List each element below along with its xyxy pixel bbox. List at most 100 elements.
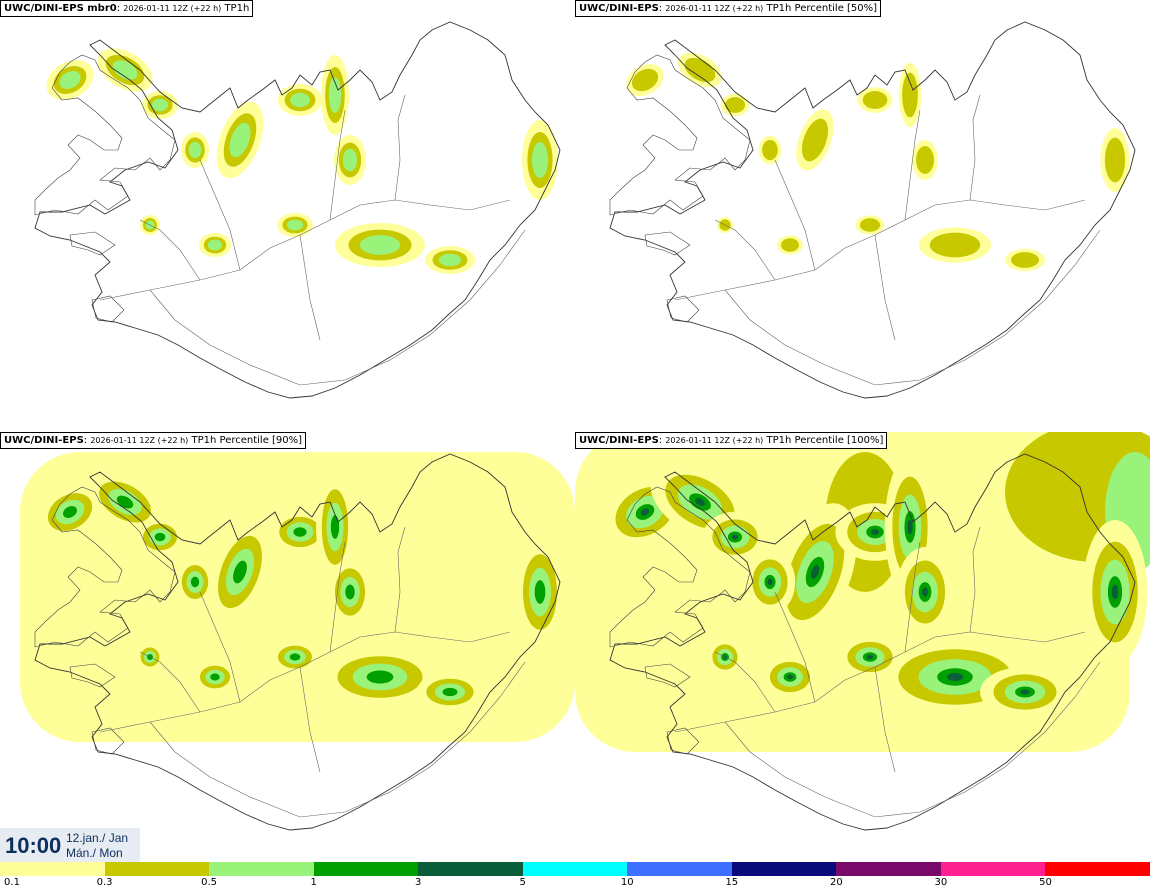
- precip-scale-labels: 0.1 0.3 0.5 1 3 5 10 15 20 30 50: [0, 876, 1150, 891]
- road-line: [969, 94, 981, 201]
- panel-product: TP1h Percentile [100%]: [766, 435, 884, 446]
- precip-cell: [207, 239, 223, 251]
- road-line: [774, 591, 816, 703]
- road-line: [199, 591, 241, 703]
- panel-product: TP1h Percentile [50%]: [766, 3, 878, 14]
- precip-cell: [293, 527, 307, 537]
- valid-date: 12.jan./ Jan: [66, 831, 129, 845]
- precip-cell: [210, 673, 220, 681]
- road-line: [714, 219, 776, 281]
- road-line: [139, 651, 201, 713]
- precip-cell: [112, 60, 138, 80]
- panel-model: UWC/DINI-EPS: [579, 435, 659, 446]
- road-line: [139, 219, 201, 281]
- panel-title: UWC/DINI-EPS: 2026-01-11 12Z (+22 h) TP1…: [0, 432, 307, 449]
- precip-cell: [154, 532, 166, 542]
- precip-cell: [902, 72, 918, 118]
- iceland-precip-map: [575, 432, 1150, 831]
- precip-cell: [946, 673, 964, 681]
- precip-cell: [684, 57, 716, 83]
- valid-weekday: Mán./ Mon: [66, 846, 123, 860]
- precip-color-scale: [0, 862, 1150, 876]
- legend-label: 0.1: [4, 877, 20, 888]
- legend-swatch: [104, 862, 210, 876]
- precip-cell: [907, 519, 913, 535]
- legend-swatch: [0, 862, 105, 876]
- legend-swatch: [836, 862, 941, 876]
- precip-cell: [116, 495, 134, 509]
- iceland-precip-map: [34, 21, 561, 399]
- precip-cell: [359, 235, 401, 255]
- road-line: [674, 631, 1086, 733]
- legend-label: 50: [1039, 877, 1052, 888]
- precip-cell: [151, 98, 169, 112]
- legend-label: 30: [934, 877, 948, 888]
- road-line: [969, 526, 981, 633]
- coastline: [644, 231, 700, 323]
- precip-cell: [640, 508, 650, 516]
- road-line: [394, 526, 406, 633]
- precip-cell: [330, 515, 340, 539]
- precip-cell: [345, 584, 355, 600]
- precip-cell: [724, 97, 746, 113]
- precip-cell: [531, 142, 549, 178]
- road-line: [714, 651, 776, 713]
- precip-cell: [929, 232, 981, 258]
- precip-cell: [328, 77, 342, 113]
- precip-cell: [781, 238, 799, 252]
- panel-model: UWC/DINI-EPS: [579, 3, 659, 14]
- panel-run-time: 2026-01-11 12Z (+22 h): [665, 4, 764, 13]
- road-line: [874, 666, 896, 773]
- road-line: [99, 631, 511, 733]
- road-line: [904, 541, 921, 653]
- coastline: [69, 231, 125, 323]
- coastline: [34, 21, 561, 399]
- coastline: [34, 453, 561, 831]
- panel-title: UWC/DINI-EPS: 2026-01-11 12Z (+22 h) TP1…: [575, 432, 888, 449]
- panel-model: UWC/DINI-EPS mbr0: [4, 3, 117, 14]
- legend-swatch: [731, 862, 837, 876]
- precip-cell: [366, 670, 394, 684]
- precip-cell: [731, 534, 739, 540]
- legend-swatch: [940, 862, 1046, 876]
- map-panel-p90: UWC/DINI-EPS: 2026-01-11 12Z (+22 h) TP1…: [0, 432, 575, 862]
- precip-cell: [1104, 137, 1126, 183]
- road-line: [149, 229, 526, 386]
- precip-cell: [1011, 252, 1039, 268]
- legend-swatch: [1045, 862, 1150, 876]
- road-line: [299, 666, 321, 773]
- precip-cell: [762, 139, 778, 161]
- precip-cell: [63, 506, 77, 518]
- legend-swatch: [209, 862, 314, 876]
- legend-swatch: [418, 862, 523, 876]
- road-line: [99, 199, 511, 301]
- panel-run-time: 2026-01-11 12Z (+22 h): [665, 436, 764, 445]
- road-line: [329, 541, 346, 653]
- legend-swatch: [627, 862, 732, 876]
- legend-label: 10: [620, 877, 634, 888]
- iceland-precip-map: [20, 452, 575, 831]
- precip-cell: [190, 576, 200, 588]
- coastline: [644, 663, 700, 755]
- precip-cell: [59, 71, 81, 89]
- precip-cell: [1111, 584, 1119, 600]
- precip-cell: [767, 578, 773, 586]
- road-line: [394, 94, 406, 201]
- legend-label: 0.3: [96, 877, 113, 888]
- road-line: [724, 229, 1101, 386]
- panel-run-time: 2026-01-11 12Z (+22 h): [123, 4, 222, 13]
- precip-cell: [229, 122, 251, 158]
- road-line: [674, 199, 1086, 301]
- precip-cell: [290, 92, 310, 108]
- panel-product: TP1h Percentile [90%]: [191, 435, 303, 446]
- precip-cell: [631, 68, 659, 92]
- panel-title: UWC/DINI-EPS mbr0: 2026-01-11 12Z (+22 h…: [0, 0, 254, 17]
- coastline: [609, 21, 1136, 399]
- precip-cell: [188, 141, 202, 159]
- coastline: [69, 663, 125, 755]
- map-panel-mbr0: UWC/DINI-EPS mbr0: 2026-01-11 12Z (+22 h…: [0, 0, 575, 430]
- precip-cell: [859, 218, 881, 232]
- coastline: [34, 54, 176, 216]
- road-line: [724, 661, 1101, 818]
- precip-cell: [342, 148, 358, 172]
